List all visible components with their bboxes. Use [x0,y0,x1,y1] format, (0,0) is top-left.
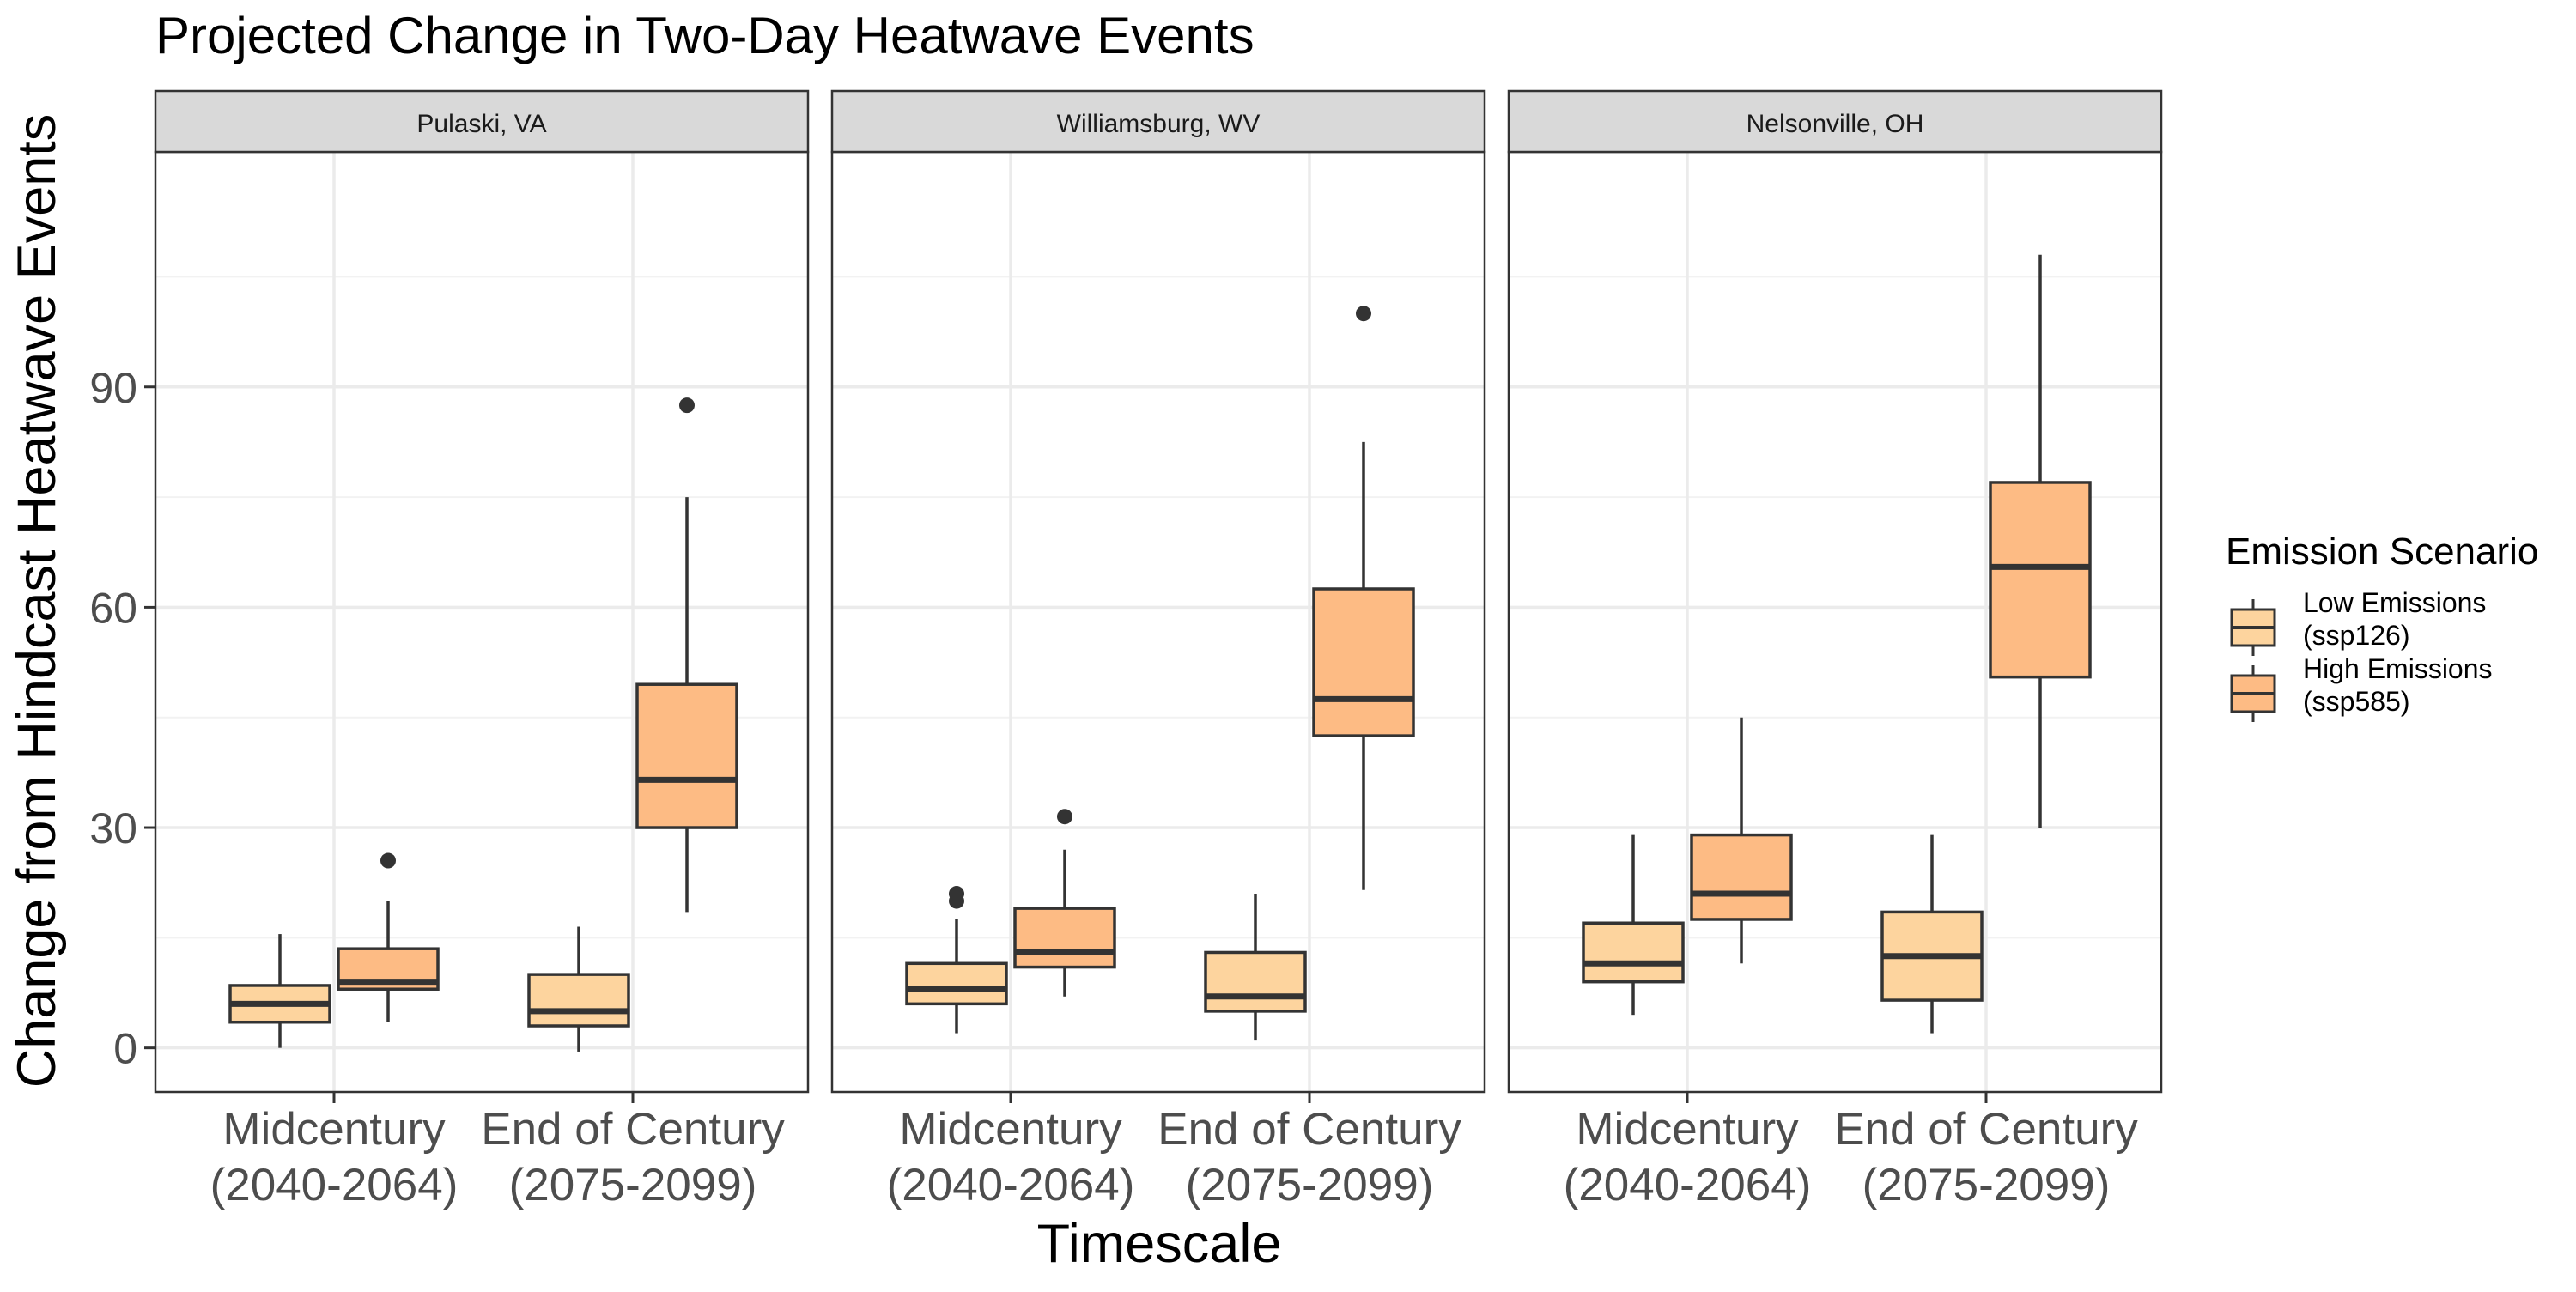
x-tick-label: (2075-2099) [1862,1160,2111,1210]
boxplot-low-emissions [527,926,630,1052]
boxplot-high-emissions [1690,717,1793,964]
boxplot-high-emissions [1312,306,1415,890]
box-iqr [1690,833,1793,921]
facet-strip [154,89,810,154]
facet-strip-label: Williamsburg, WV [1057,110,1261,138]
boxplot-low-emissions [1204,894,1307,1041]
outlier-point [949,886,964,902]
y-tick-label: 30 [89,804,137,852]
facet-strip-label: Pulaski, VA [416,110,546,138]
x-tick-label: Midcentury [1576,1104,1799,1155]
legend-label: (ssp126) [2303,620,2410,651]
box-iqr [1312,587,1415,737]
outlier-point [1356,306,1371,322]
x-tick-label: (2075-2099) [509,1160,757,1210]
y-tick-label: 0 [113,1025,137,1073]
box-iqr [527,973,630,1028]
boxplot-low-emissions [1880,834,1984,1034]
facet-strip-label: Nelsonville, OH [1747,110,1924,138]
outlier-point [1057,809,1072,825]
y-tick-label: 90 [89,364,137,412]
legend-label: High Emissions [2303,653,2493,684]
x-tick-label: End of Century [1834,1104,2138,1155]
facet-panel: Pulaski, VA Midcentury(2040-2064) End of C… [154,89,810,1210]
legend-item: High Emissions(ssp585) [2230,653,2493,722]
box-iqr [1989,481,2092,679]
boxplot-high-emissions [337,852,440,1022]
facet-panel: Nelsonville, OH Midcentury(2040-2064) End … [1507,89,2163,1210]
y-tick-label: 60 [89,584,137,632]
x-axis-label: Timescale [1037,1214,1282,1274]
box-iqr [635,682,738,829]
box-iqr [1204,950,1307,1013]
x-tick-label: Midcentury [222,1104,446,1155]
legend-item: Low Emissions(ssp126) [2230,587,2486,656]
x-tick-label: (2040-2064) [1564,1160,1812,1210]
panel-background [155,152,808,1092]
boxplot-low-emissions [905,886,1008,1034]
boxplot-high-emissions [1013,809,1116,997]
x-tick-label: (2040-2064) [887,1160,1135,1210]
chart-title: Projected Change in Two-Day Heatwave Eve… [155,7,1255,64]
x-tick-label: (2040-2064) [210,1160,459,1210]
box-iqr [905,961,1008,1006]
facet-panel: Williamsburg, WV Midcentury(2040-2064) End… [830,89,1486,1210]
outlier-point [679,397,695,414]
facet-strip [830,89,1486,154]
boxplot-high-emissions [1989,254,2092,828]
legend-label: Low Emissions [2303,587,2486,618]
box-iqr [1013,907,1116,969]
boxplot-low-emissions [1582,834,1685,1016]
x-tick-label: Midcentury [899,1104,1122,1155]
x-tick-label: (2075-2099) [1186,1160,1434,1210]
x-tick-label: End of Century [481,1104,785,1155]
boxplot-low-emissions [228,934,331,1048]
boxplot-high-emissions [635,397,738,913]
legend-label: (ssp585) [2303,686,2410,717]
legend-title: Emission Scenario [2226,531,2538,573]
y-axis-label: Change from Hindcast Heatwave Events [7,114,67,1089]
outlier-point [380,852,396,869]
y-axis: 0 30 60 90 [89,364,155,1073]
box-iqr [1582,921,1685,984]
x-tick-label: End of Century [1157,1104,1461,1155]
legend: Emission Scenario Low Emissions(ssp126)Hi… [2226,531,2538,722]
facet-strip [1507,89,2163,154]
